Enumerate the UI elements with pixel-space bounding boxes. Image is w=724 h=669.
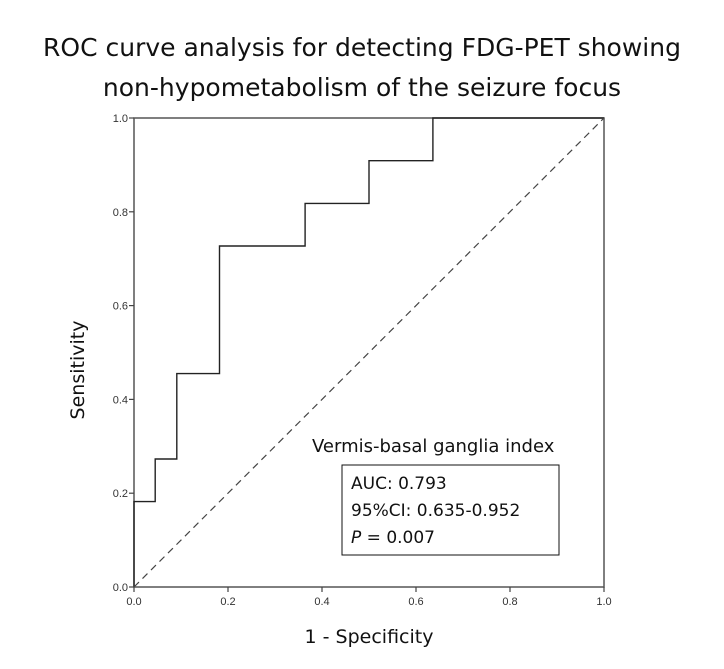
y-tick-label: 0.2 — [113, 488, 128, 500]
chart-title-line-2: non-hypometabolism of the seizure focus — [102, 73, 622, 102]
y-tick-label: 0.6 — [113, 301, 128, 313]
annotation-auc: AUC: 0.793 — [351, 474, 447, 494]
y-tick-label: 1.0 — [113, 113, 128, 125]
x-tick-label: 1.0 — [596, 596, 611, 608]
chart-title-line-1: ROC curve analysis for detecting FDG-PET… — [43, 33, 681, 62]
reference-diagonal-line — [133, 117, 605, 588]
annotation-box — [341, 464, 560, 556]
y-tick-label: 0.4 — [113, 394, 128, 406]
x-tick-label: 0.2 — [220, 596, 235, 608]
roc-curve-line — [133, 117, 604, 587]
annotation-ci: 95%CI: 0.635-0.952 — [351, 501, 520, 521]
x-tick-label: 0.8 — [502, 596, 517, 608]
x-tick-label: 0.4 — [314, 596, 329, 608]
y-axis-title: Sensitivity — [67, 321, 89, 420]
x-axis-title: 1 - Specificity — [305, 626, 434, 648]
annotation-p: P = 0.007 — [351, 528, 435, 548]
chart-title: ROC curve analysis for detecting FDG-PET… — [0, 28, 724, 108]
x-tick-label: 0.6 — [408, 596, 423, 608]
plot-frame — [133, 117, 605, 588]
y-tick-label: 0.0 — [113, 582, 128, 594]
y-tick-label: 0.8 — [113, 207, 128, 219]
annotation-p-label: P — [351, 528, 362, 548]
x-tick-label: 0.0 — [126, 596, 141, 608]
annotation-title: Vermis-basal ganglia index — [312, 436, 555, 457]
annotation-p-value: = 0.007 — [361, 528, 435, 548]
